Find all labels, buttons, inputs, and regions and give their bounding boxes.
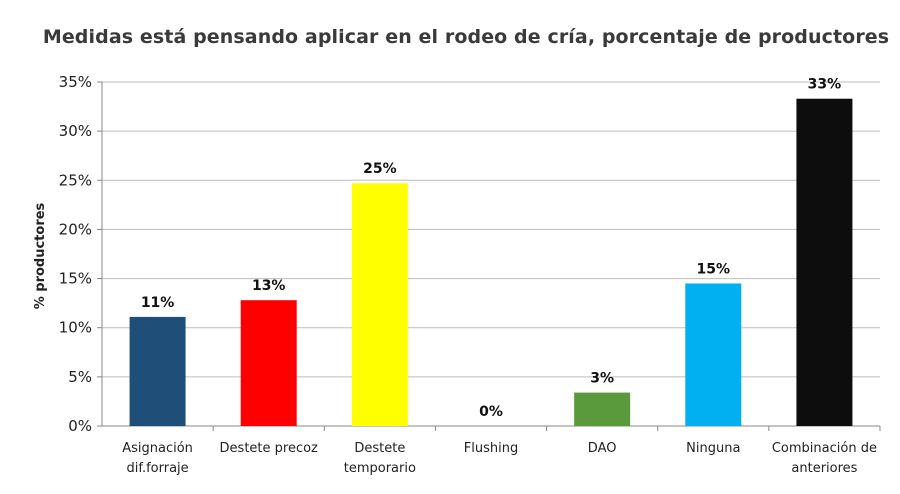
bar [351, 183, 408, 426]
y-tick-label: 30% [59, 122, 92, 140]
data-label: 13% [252, 278, 286, 294]
y-tick-label: 20% [59, 220, 92, 238]
data-label: 15% [697, 261, 731, 277]
bar [685, 283, 742, 426]
y-tick-label: 5% [68, 368, 92, 386]
y-tick-label: 0% [68, 417, 92, 435]
data-label: 3% [590, 371, 614, 387]
bar [574, 392, 631, 426]
chart-title: Medidas está pensando aplicar en el rode… [42, 26, 890, 48]
y-tick-label: 25% [59, 171, 92, 189]
data-label: 25% [363, 161, 397, 177]
y-tick-label: 10% [59, 319, 92, 337]
y-tick-label: 35% [59, 73, 92, 91]
x-category-label: DAO [588, 441, 617, 456]
x-category-label: anteriores [791, 461, 857, 476]
x-category-label: Destete precoz [220, 441, 319, 456]
x-category-label: Flushing [464, 441, 518, 456]
y-tick-label: 15% [59, 270, 92, 288]
bar [796, 98, 853, 427]
bar [129, 316, 186, 426]
data-label: 11% [141, 295, 175, 311]
x-category-label: Asignación [122, 441, 193, 456]
bar [240, 300, 297, 426]
x-category-label: Combinación de [772, 441, 877, 456]
x-category-label: Ninguna [686, 441, 740, 456]
data-label: 0% [479, 404, 503, 420]
x-category-label: temporario [344, 461, 416, 476]
data-label: 33% [808, 77, 842, 93]
y-axis-title: % productores [33, 202, 48, 309]
x-category-label: Destete [354, 441, 405, 456]
x-category-label: dif.forraje [126, 461, 188, 476]
